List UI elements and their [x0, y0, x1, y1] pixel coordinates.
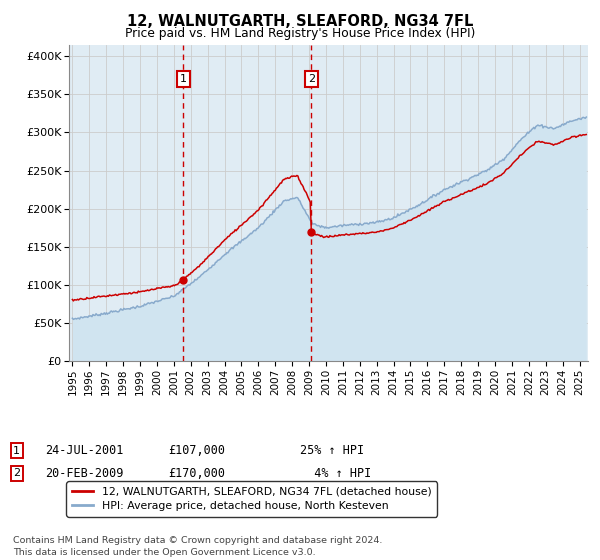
Text: 2: 2: [13, 468, 20, 478]
Text: 25% ↑ HPI: 25% ↑ HPI: [300, 444, 364, 458]
Text: 1: 1: [13, 446, 20, 456]
Text: Contains HM Land Registry data © Crown copyright and database right 2024.
This d: Contains HM Land Registry data © Crown c…: [13, 536, 383, 557]
Legend: 12, WALNUTGARTH, SLEAFORD, NG34 7FL (detached house), HPI: Average price, detach: 12, WALNUTGARTH, SLEAFORD, NG34 7FL (det…: [67, 482, 437, 516]
Text: 20-FEB-2009: 20-FEB-2009: [45, 466, 124, 480]
Text: £107,000: £107,000: [168, 444, 225, 458]
Text: 2: 2: [308, 74, 315, 84]
Text: Price paid vs. HM Land Registry's House Price Index (HPI): Price paid vs. HM Land Registry's House …: [125, 27, 475, 40]
Text: 24-JUL-2001: 24-JUL-2001: [45, 444, 124, 458]
Text: 12, WALNUTGARTH, SLEAFORD, NG34 7FL: 12, WALNUTGARTH, SLEAFORD, NG34 7FL: [127, 14, 473, 29]
Text: £170,000: £170,000: [168, 466, 225, 480]
Text: 4% ↑ HPI: 4% ↑ HPI: [300, 466, 371, 480]
Text: 1: 1: [180, 74, 187, 84]
